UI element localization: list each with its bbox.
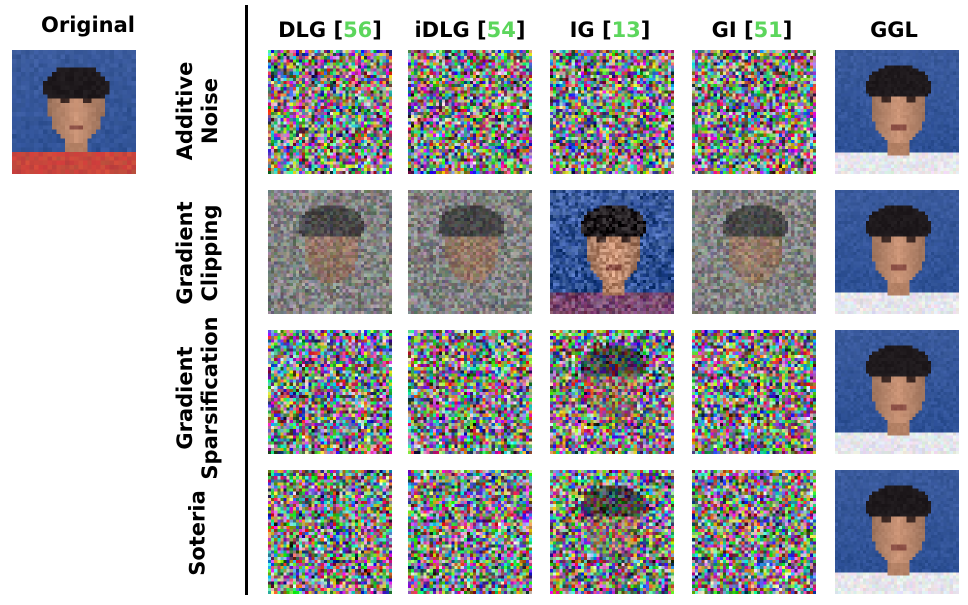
column-header-idlg: iDLG [54] <box>414 18 526 42</box>
original-image <box>12 50 136 174</box>
citation-ref: 51 <box>753 18 783 42</box>
citation-ref: 13 <box>611 18 641 42</box>
reconstruction-ggl-row-4 <box>835 470 959 594</box>
reconstruction-ggl-row-3 <box>835 330 959 454</box>
reconstruction-idlg-row-3 <box>408 330 532 454</box>
reconstruction-idlg-row-2 <box>408 190 532 314</box>
reconstruction-idlg-row-1 <box>408 50 532 174</box>
reconstruction-dlg-row-4 <box>268 470 392 594</box>
citation-ref: 56 <box>343 18 373 42</box>
reconstruction-idlg-row-4 <box>408 470 532 594</box>
column-header-dlg: DLG [56] <box>278 18 382 42</box>
reconstruction-dlg-row-3 <box>268 330 392 454</box>
original-label: Original <box>41 13 135 37</box>
reconstruction-gi-row-4 <box>692 470 816 594</box>
reconstruction-gi-row-3 <box>692 330 816 454</box>
column-name: GI <box>711 18 737 42</box>
reconstruction-gi-row-1 <box>692 50 816 174</box>
reconstruction-ig-row-3 <box>550 330 674 454</box>
reconstruction-dlg-row-2 <box>268 190 392 314</box>
reconstruction-ig-row-1 <box>550 50 674 174</box>
reconstruction-ig-row-2 <box>550 190 674 314</box>
reconstruction-ggl-row-1 <box>835 50 959 174</box>
reconstruction-dlg-row-1 <box>268 50 392 174</box>
column-name: DLG <box>278 18 327 42</box>
column-name: iDLG <box>414 18 470 42</box>
column-name: IG <box>569 18 595 42</box>
reconstruction-ig-row-4 <box>550 470 674 594</box>
column-name: GGL <box>870 18 918 42</box>
column-header-gi: GI [51] <box>711 18 793 42</box>
divider <box>245 5 248 595</box>
reconstruction-gi-row-2 <box>692 190 816 314</box>
column-header-ggl: GGL <box>832 18 956 42</box>
citation-ref: 54 <box>486 18 516 42</box>
reconstruction-ggl-row-2 <box>835 190 959 314</box>
column-header-ig: IG [13] <box>569 18 651 42</box>
